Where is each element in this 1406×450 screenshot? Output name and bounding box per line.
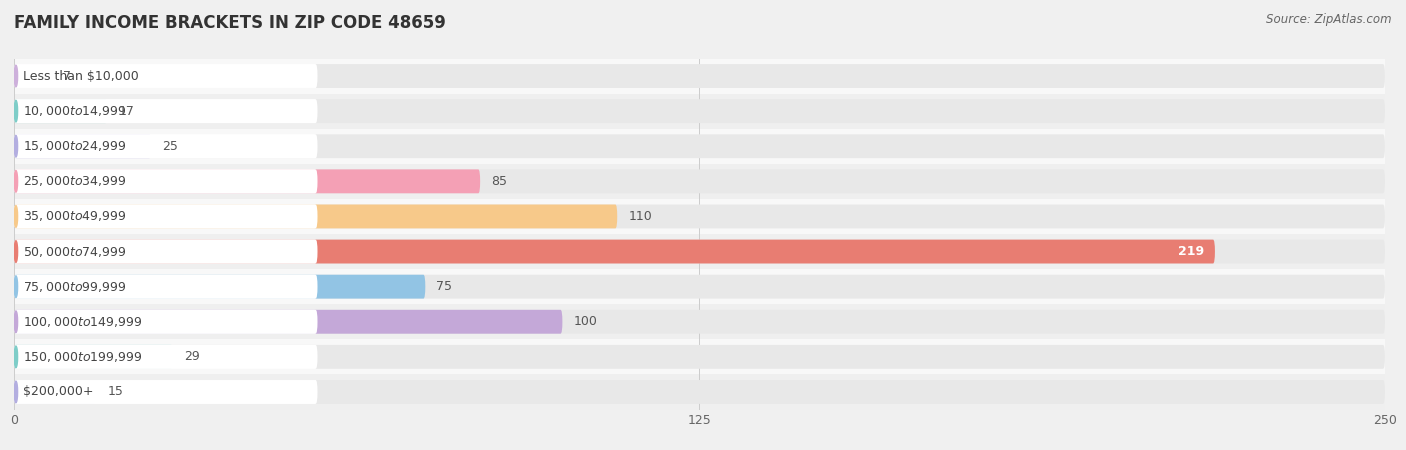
- Text: 85: 85: [491, 175, 508, 188]
- Text: Less than $10,000: Less than $10,000: [24, 70, 139, 82]
- FancyBboxPatch shape: [14, 204, 316, 229]
- FancyBboxPatch shape: [14, 64, 318, 88]
- Bar: [14, 374, 1385, 410]
- FancyBboxPatch shape: [14, 169, 481, 194]
- Text: $15,000 to $24,999: $15,000 to $24,999: [24, 139, 127, 153]
- Bar: [14, 304, 1385, 339]
- FancyBboxPatch shape: [14, 169, 1385, 194]
- Text: 100: 100: [574, 315, 598, 328]
- Circle shape: [14, 206, 18, 227]
- FancyBboxPatch shape: [14, 345, 1385, 369]
- Bar: [14, 234, 1385, 269]
- FancyBboxPatch shape: [14, 239, 1215, 264]
- FancyBboxPatch shape: [14, 310, 316, 334]
- FancyBboxPatch shape: [14, 204, 617, 229]
- Circle shape: [14, 276, 18, 297]
- FancyBboxPatch shape: [14, 274, 1385, 299]
- Text: $35,000 to $49,999: $35,000 to $49,999: [24, 209, 127, 224]
- Circle shape: [14, 171, 18, 192]
- FancyBboxPatch shape: [14, 64, 316, 88]
- Text: 17: 17: [118, 105, 134, 117]
- Circle shape: [14, 135, 18, 157]
- Bar: [14, 58, 1385, 94]
- Text: 15: 15: [107, 386, 124, 398]
- FancyBboxPatch shape: [14, 99, 1385, 123]
- FancyBboxPatch shape: [14, 345, 318, 369]
- Text: 75: 75: [436, 280, 453, 293]
- Circle shape: [14, 65, 18, 87]
- FancyBboxPatch shape: [14, 239, 1385, 264]
- Text: FAMILY INCOME BRACKETS IN ZIP CODE 48659: FAMILY INCOME BRACKETS IN ZIP CODE 48659: [14, 14, 446, 32]
- Circle shape: [14, 241, 18, 262]
- FancyBboxPatch shape: [14, 380, 318, 404]
- FancyBboxPatch shape: [14, 169, 316, 194]
- FancyBboxPatch shape: [14, 204, 318, 229]
- FancyBboxPatch shape: [14, 64, 1385, 88]
- Bar: [14, 199, 1385, 234]
- Text: $10,000 to $14,999: $10,000 to $14,999: [24, 104, 127, 118]
- FancyBboxPatch shape: [14, 134, 318, 158]
- Text: 219: 219: [1178, 245, 1204, 258]
- FancyBboxPatch shape: [14, 274, 318, 299]
- Text: $200,000+: $200,000+: [24, 386, 94, 398]
- FancyBboxPatch shape: [14, 310, 1385, 334]
- Text: 29: 29: [184, 351, 200, 363]
- Text: $75,000 to $99,999: $75,000 to $99,999: [24, 279, 127, 294]
- Circle shape: [14, 311, 18, 333]
- FancyBboxPatch shape: [14, 169, 318, 194]
- Circle shape: [14, 100, 18, 122]
- Bar: [14, 339, 1385, 374]
- FancyBboxPatch shape: [14, 274, 426, 299]
- Text: 7: 7: [63, 70, 72, 82]
- FancyBboxPatch shape: [14, 380, 96, 404]
- FancyBboxPatch shape: [14, 204, 1385, 229]
- Text: $50,000 to $74,999: $50,000 to $74,999: [24, 244, 127, 259]
- FancyBboxPatch shape: [14, 99, 318, 123]
- FancyBboxPatch shape: [14, 99, 316, 123]
- Circle shape: [14, 381, 18, 403]
- Bar: [14, 164, 1385, 199]
- Text: 25: 25: [162, 140, 179, 153]
- Text: $100,000 to $149,999: $100,000 to $149,999: [24, 315, 142, 329]
- Text: $150,000 to $199,999: $150,000 to $199,999: [24, 350, 142, 364]
- Circle shape: [14, 346, 18, 368]
- FancyBboxPatch shape: [14, 99, 107, 123]
- Bar: [14, 94, 1385, 129]
- FancyBboxPatch shape: [14, 345, 316, 369]
- Text: 110: 110: [628, 210, 652, 223]
- FancyBboxPatch shape: [14, 380, 1385, 404]
- FancyBboxPatch shape: [14, 64, 52, 88]
- FancyBboxPatch shape: [14, 310, 318, 334]
- FancyBboxPatch shape: [14, 134, 1385, 158]
- FancyBboxPatch shape: [14, 274, 316, 299]
- FancyBboxPatch shape: [14, 239, 318, 264]
- FancyBboxPatch shape: [14, 134, 152, 158]
- FancyBboxPatch shape: [14, 380, 316, 404]
- Text: Source: ZipAtlas.com: Source: ZipAtlas.com: [1267, 14, 1392, 27]
- FancyBboxPatch shape: [14, 345, 173, 369]
- Bar: [14, 129, 1385, 164]
- FancyBboxPatch shape: [14, 134, 316, 158]
- FancyBboxPatch shape: [14, 239, 316, 264]
- Text: $25,000 to $34,999: $25,000 to $34,999: [24, 174, 127, 189]
- FancyBboxPatch shape: [14, 310, 562, 334]
- Bar: [14, 269, 1385, 304]
